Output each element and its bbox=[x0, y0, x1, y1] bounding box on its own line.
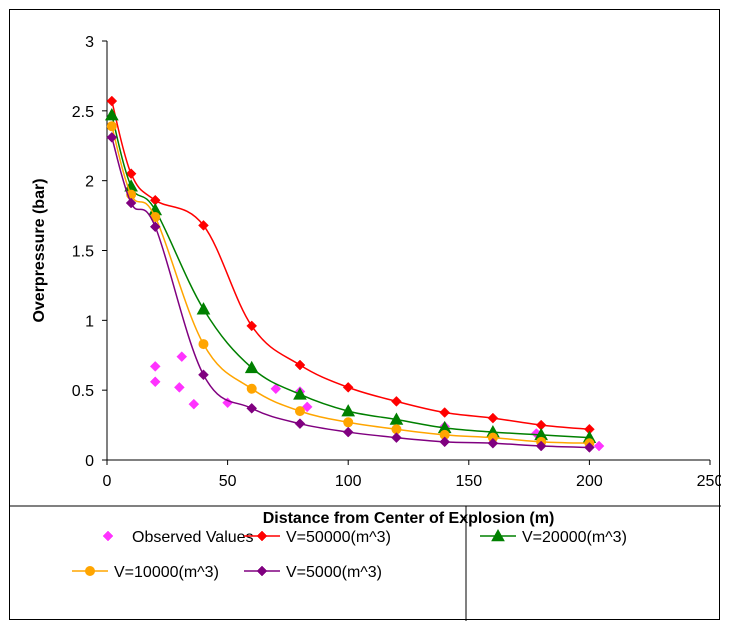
series-line bbox=[111, 100, 590, 431]
data-point bbox=[294, 359, 306, 371]
data-point bbox=[198, 369, 209, 381]
data-point bbox=[439, 436, 451, 448]
data-point bbox=[198, 220, 209, 231]
data-point bbox=[342, 426, 354, 438]
data-point bbox=[246, 320, 258, 332]
data-point bbox=[106, 132, 118, 143]
data-point bbox=[149, 221, 161, 233]
data-point bbox=[149, 361, 161, 372]
data-point bbox=[104, 107, 119, 121]
data-point bbox=[174, 382, 185, 393]
data-point bbox=[125, 168, 137, 180]
y-tick-label: 0.5 bbox=[72, 383, 94, 400]
x-tick-label: 250 bbox=[697, 473, 721, 490]
legend-label: Observed Values bbox=[132, 529, 254, 546]
data-point bbox=[294, 406, 305, 417]
series-1 bbox=[106, 95, 595, 435]
data-point bbox=[125, 197, 137, 209]
legend: Observed Values V=50000(m^3) V=20000(m^3) V… bbox=[10, 505, 721, 621]
legend-label: V=20000(m^3) bbox=[522, 529, 627, 546]
y-tick-label: 3 bbox=[85, 34, 94, 51]
data-point bbox=[149, 376, 161, 388]
data-point bbox=[391, 395, 402, 407]
series-0 bbox=[149, 351, 605, 452]
data-point bbox=[391, 432, 402, 444]
data-point bbox=[246, 402, 258, 414]
series-3 bbox=[106, 121, 595, 449]
data-point bbox=[246, 383, 257, 394]
data-point bbox=[584, 442, 595, 453]
y-tick-label: 1.5 bbox=[72, 244, 94, 261]
data-point bbox=[487, 437, 499, 449]
legend-swatch-marker bbox=[256, 530, 268, 542]
axes: 0 50 100 150 200 250 0 0.5 1 1.5 2 2.5 3 bbox=[72, 34, 721, 490]
series-line bbox=[111, 125, 590, 444]
series-4 bbox=[106, 132, 595, 453]
data-point bbox=[535, 440, 547, 452]
legend-label: V=10000(m^3) bbox=[114, 564, 219, 581]
legend-entry: V=50000(m^3) bbox=[244, 529, 391, 546]
chart-frame: 0 50 100 150 200 250 0 0.5 1 1.5 2 2.5 3 Distance fr… bbox=[9, 9, 721, 621]
overpressure-chart: 0 50 100 150 200 250 0 0.5 1 1.5 2 2.5 3 Distance fr… bbox=[10, 34, 721, 621]
data-point bbox=[244, 360, 259, 374]
data-point bbox=[106, 95, 118, 107]
x-axis-title: Distance from Center of Explosion (m) bbox=[263, 510, 555, 527]
legend-label: V=5000(m^3) bbox=[286, 564, 382, 581]
legend-entry: Observed Values bbox=[102, 529, 254, 546]
data-point bbox=[270, 383, 282, 395]
data-point bbox=[196, 302, 211, 315]
data-point bbox=[341, 404, 356, 417]
legend-entry: V=20000(m^3) bbox=[480, 528, 627, 546]
legend-swatch-marker bbox=[102, 530, 114, 542]
data-point bbox=[487, 412, 499, 424]
legend-swatch-marker bbox=[491, 528, 505, 542]
y-axis-title: Overpressure (bar) bbox=[31, 178, 48, 322]
x-tick-label: 100 bbox=[335, 473, 362, 490]
legend-swatch-marker bbox=[85, 566, 95, 576]
data-point bbox=[198, 339, 209, 350]
data-point bbox=[176, 351, 188, 363]
y-tick-label: 0 bbox=[85, 453, 94, 470]
data-point bbox=[439, 407, 451, 418]
x-tick-label: 150 bbox=[455, 473, 482, 490]
legend-entry: V=10000(m^3) bbox=[72, 564, 219, 581]
y-tick-label: 2.5 bbox=[72, 104, 94, 121]
data-point bbox=[293, 387, 307, 400]
x-tick-label: 0 bbox=[103, 473, 112, 490]
data-point bbox=[301, 401, 313, 413]
series-line bbox=[111, 137, 590, 449]
legend-entry: V=5000(m^3) bbox=[244, 564, 382, 581]
data-point bbox=[188, 398, 200, 410]
series-layer bbox=[104, 95, 605, 453]
data-point bbox=[106, 121, 117, 132]
data-point bbox=[593, 440, 605, 452]
data-point bbox=[294, 418, 306, 430]
y-tick-label: 1 bbox=[85, 313, 94, 330]
y-tick-label: 2 bbox=[85, 174, 94, 191]
legend-label: V=50000(m^3) bbox=[286, 529, 391, 546]
data-point bbox=[343, 417, 354, 428]
data-point bbox=[342, 382, 354, 393]
x-tick-label: 50 bbox=[219, 473, 237, 490]
legend-swatch-marker bbox=[256, 565, 268, 577]
x-tick-label: 200 bbox=[576, 473, 603, 490]
